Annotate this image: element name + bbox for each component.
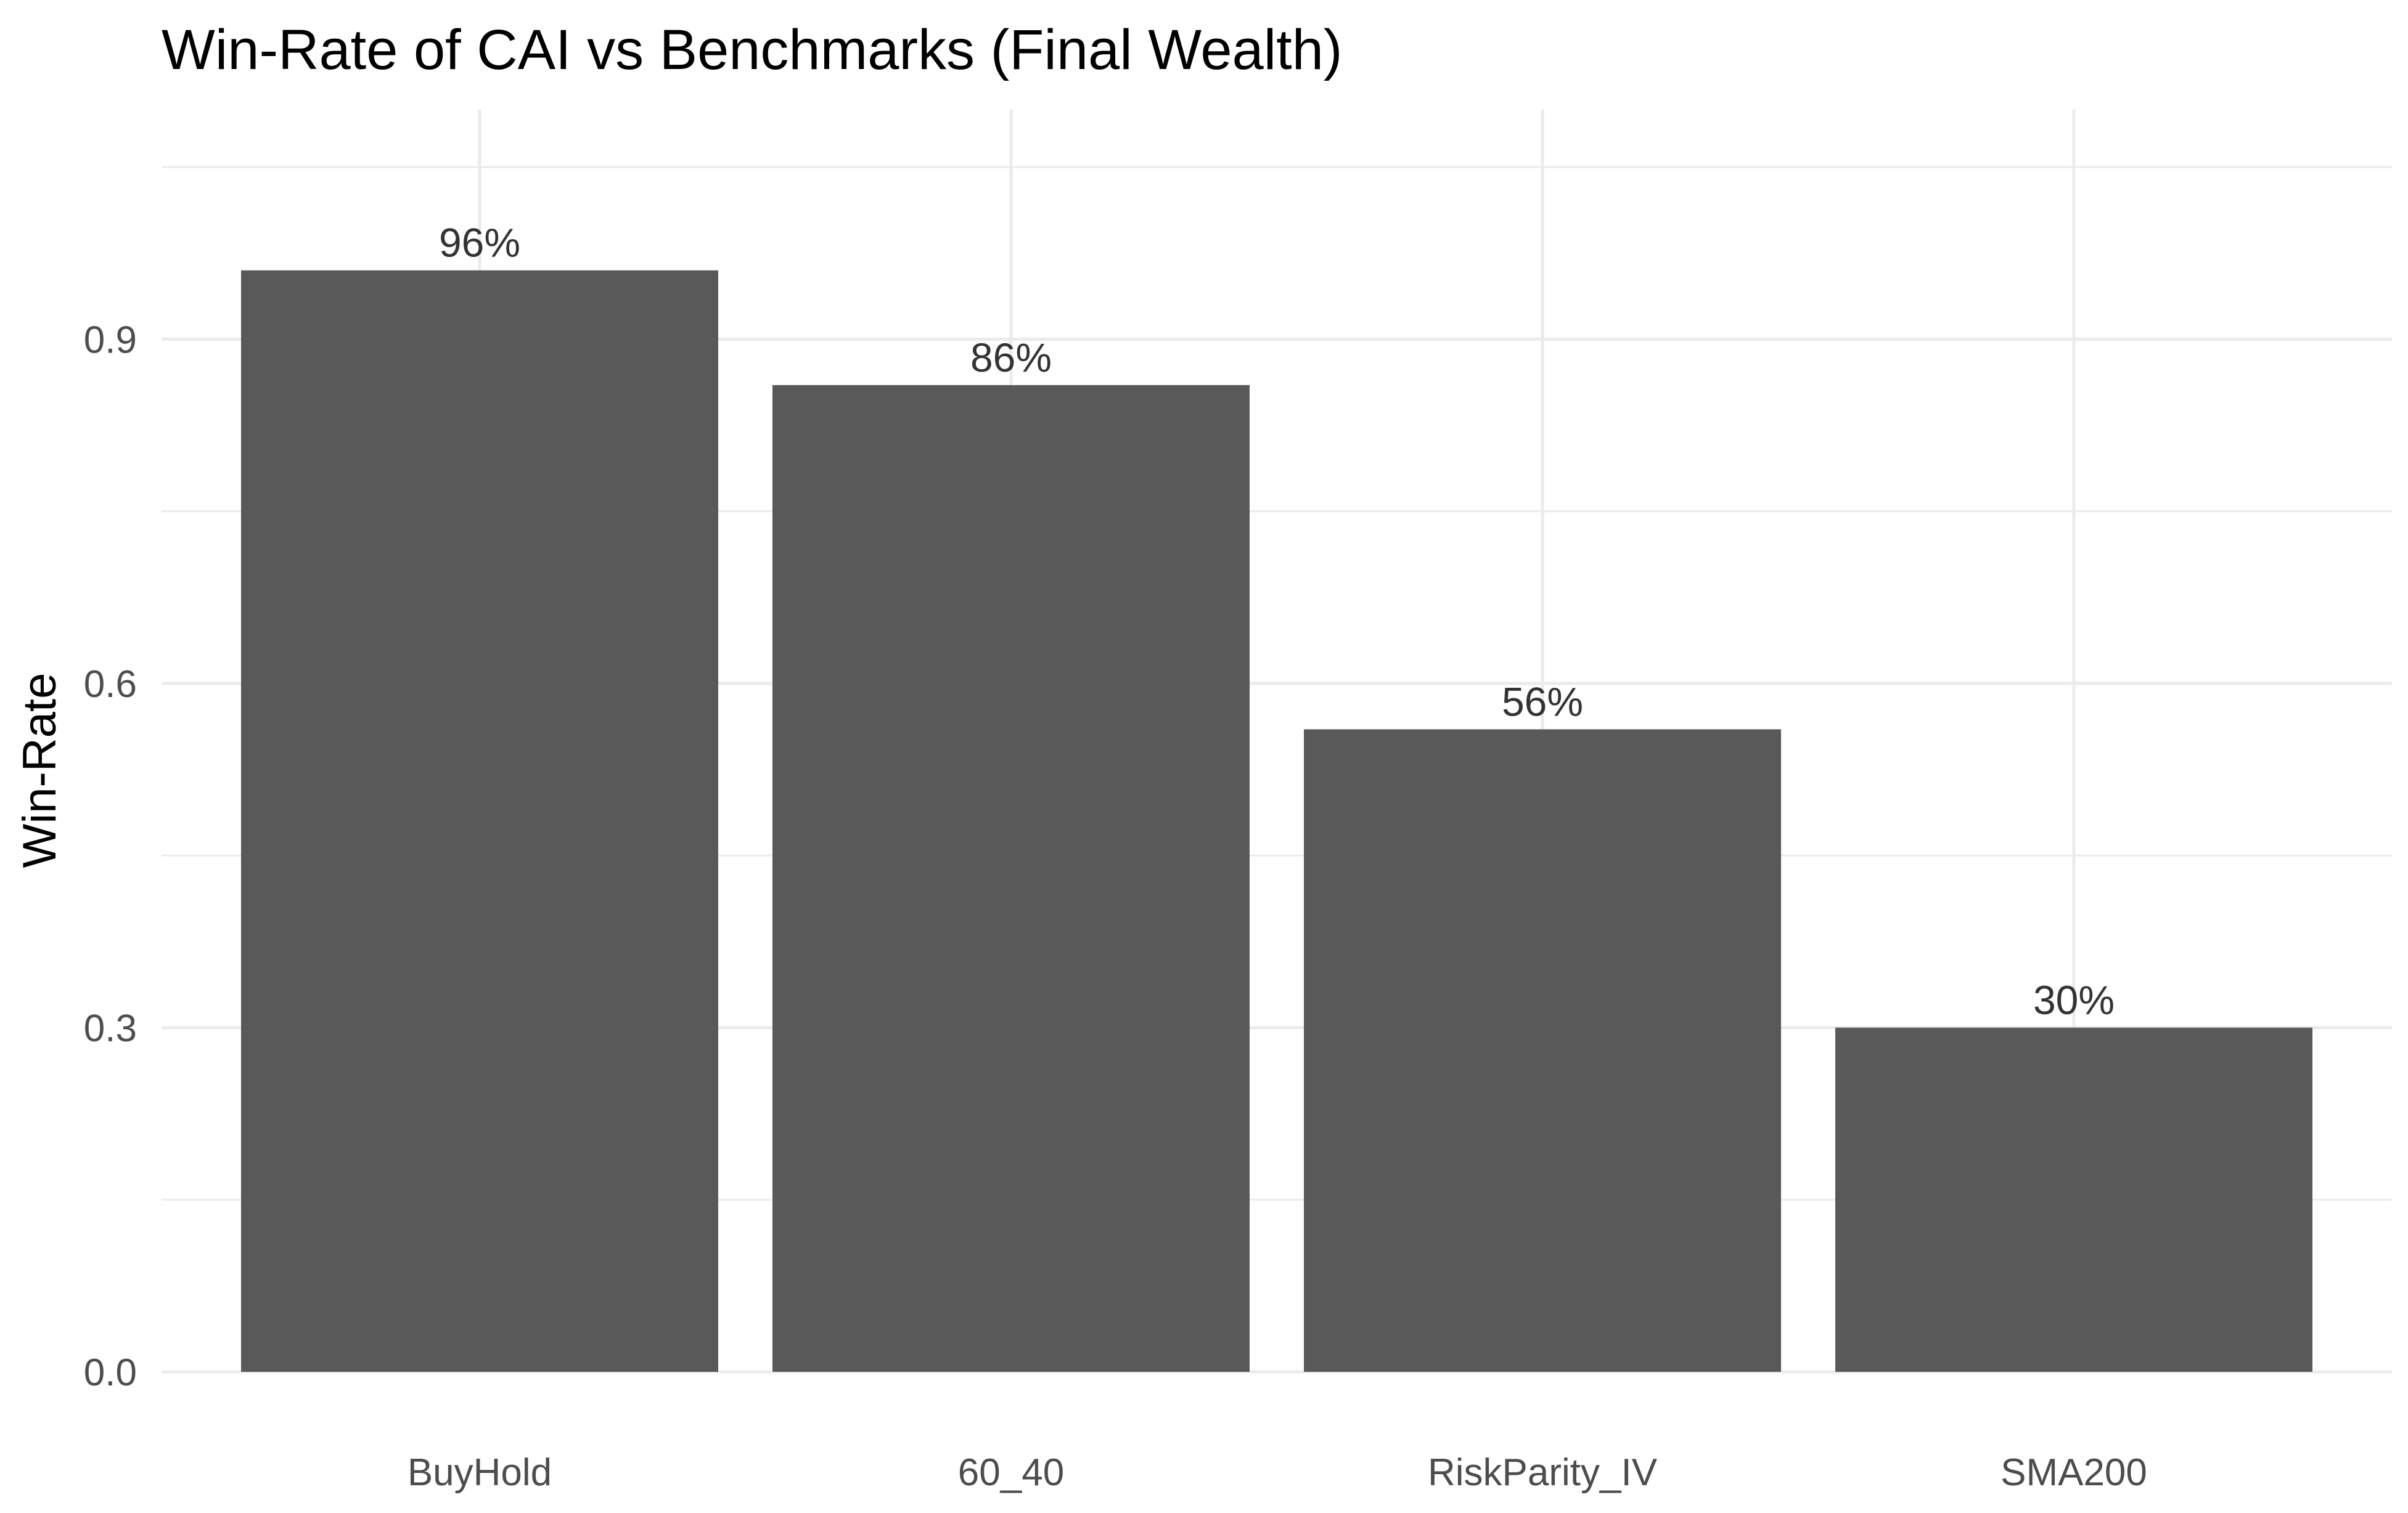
y-axis-title: Win-Rate bbox=[14, 673, 66, 868]
bar-60-40 bbox=[772, 385, 1250, 1372]
bar-buyhold bbox=[241, 270, 718, 1372]
bar-sma200 bbox=[1835, 1027, 2312, 1372]
x-axis-ticks: BuyHold 60_40 RiskParity_IV SMA200 bbox=[407, 1451, 2147, 1494]
data-label: 30% bbox=[2033, 977, 2115, 1022]
data-label: 56% bbox=[1502, 679, 1583, 724]
data-label: 96% bbox=[439, 220, 520, 266]
x-tick-label: SMA200 bbox=[2001, 1451, 2147, 1494]
y-tick-label: 0.9 bbox=[84, 319, 137, 361]
bar-riskparity-iv bbox=[1304, 729, 1781, 1372]
y-tick-label: 0.0 bbox=[84, 1352, 137, 1394]
data-labels: 96% 86% 56% 30% bbox=[439, 220, 2115, 1023]
y-tick-label: 0.6 bbox=[84, 663, 137, 706]
x-tick-label: BuyHold bbox=[407, 1451, 552, 1494]
bars bbox=[241, 270, 2312, 1372]
x-tick-label: 60_40 bbox=[958, 1451, 1064, 1494]
chart-title: Win-Rate of CAI vs Benchmarks (Final Wea… bbox=[162, 18, 1343, 81]
x-tick-label: RiskParity_IV bbox=[1428, 1451, 1658, 1494]
y-tick-label: 0.3 bbox=[84, 1007, 137, 1050]
y-axis-ticks: 0.0 0.3 0.6 0.9 bbox=[84, 319, 137, 1394]
data-label: 86% bbox=[970, 335, 1052, 380]
